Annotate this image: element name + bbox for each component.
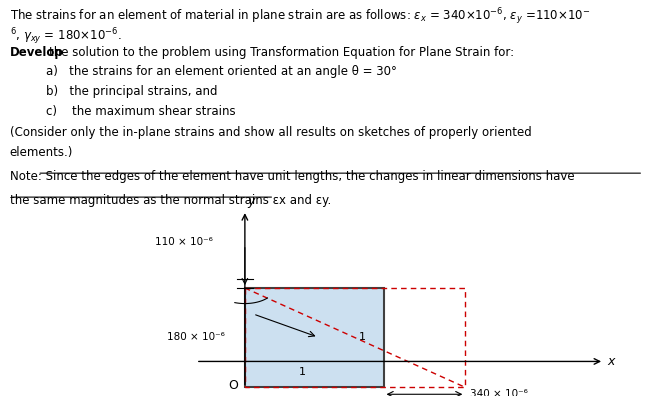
Text: the same magnitudes as the normal strains εx and εy.: the same magnitudes as the normal strain… — [10, 194, 331, 207]
FancyBboxPatch shape — [245, 288, 384, 387]
Text: Develop: Develop — [10, 46, 63, 59]
Text: elements.): elements.) — [10, 146, 73, 159]
Text: the solution to the problem using Transformation Equation for Plane Strain for:: the solution to the problem using Transf… — [49, 46, 514, 59]
Text: Note: Since the edges of the element have unit lengths, the changes in linear di: Note: Since the edges of the element hav… — [10, 170, 575, 183]
Text: 1: 1 — [298, 367, 306, 377]
Text: 110 × 10⁻⁶: 110 × 10⁻⁶ — [155, 237, 213, 247]
Text: O: O — [229, 379, 238, 392]
Text: a)   the strains for an element oriented at an angle θ = 30°: a) the strains for an element oriented a… — [46, 65, 396, 78]
Text: 340 × 10⁻⁶: 340 × 10⁻⁶ — [470, 389, 528, 396]
Text: 1: 1 — [359, 332, 366, 342]
Text: The strains for an element of material in plane strain are as follows: $\varepsi: The strains for an element of material i… — [10, 6, 590, 27]
Text: 180 × 10⁻⁶: 180 × 10⁻⁶ — [167, 332, 225, 342]
Text: x: x — [607, 355, 614, 368]
Text: y: y — [247, 195, 255, 208]
Text: c)    the maximum shear strains: c) the maximum shear strains — [46, 105, 235, 118]
Text: b)   the principal strains, and: b) the principal strains, and — [46, 85, 217, 98]
Text: $^6$, $\gamma_{xy}$ = 180×10$^{-6}$.: $^6$, $\gamma_{xy}$ = 180×10$^{-6}$. — [10, 26, 121, 47]
Text: (Consider only the in-plane strains and show all results on sketches of properly: (Consider only the in-plane strains and … — [10, 126, 532, 139]
